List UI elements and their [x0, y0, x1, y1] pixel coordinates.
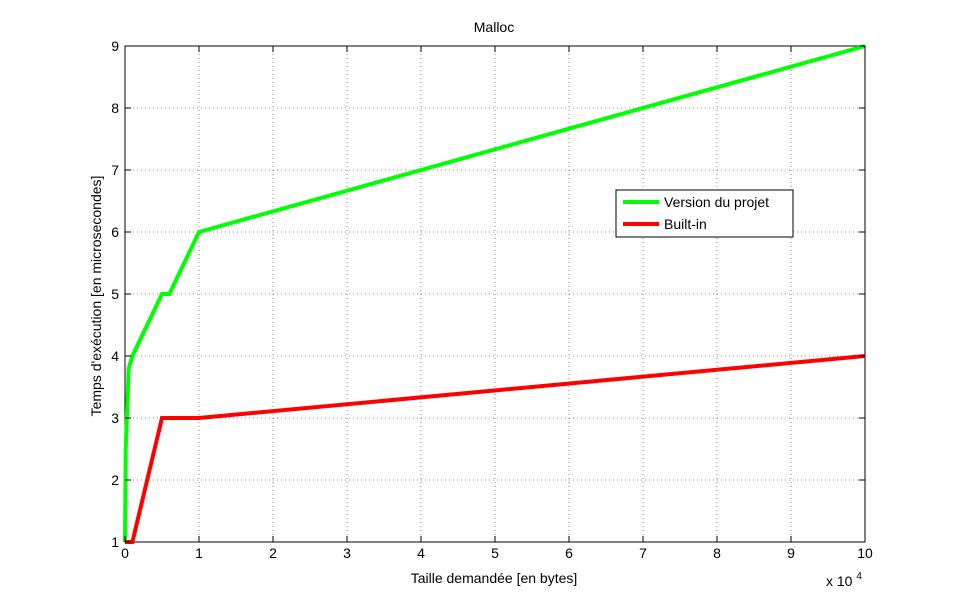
x-tick-label: 3: [343, 545, 351, 561]
y-tick-label: 6: [111, 224, 119, 240]
series-line-version-du-projet: [123, 44, 866, 543]
x-tick-label: 1: [195, 545, 203, 561]
x-tick-label: 2: [269, 545, 277, 561]
x-tick-label: 10: [857, 545, 873, 561]
legend: Version du projet Built-in: [615, 189, 794, 238]
legend-label-built-in: Built-in: [664, 216, 707, 232]
x-axis-label: Taille demandée [en bytes]: [411, 570, 578, 586]
x-tick-label: 0: [121, 545, 129, 561]
x-tick-label: 4: [417, 545, 425, 561]
chart-title: Malloc: [474, 19, 514, 35]
y-tick-label: 3: [111, 410, 119, 426]
x-tick-label: 6: [565, 545, 573, 561]
x-axis-multiplier-exponent: 4: [856, 571, 862, 582]
legend-label-version-du-projet: Version du projet: [664, 194, 769, 210]
x-tick-label: 9: [787, 545, 795, 561]
y-tick-label: 1: [111, 534, 119, 550]
x-tick-label: 5: [491, 545, 499, 561]
y-tick-label: 4: [111, 348, 119, 364]
legend-box: [615, 189, 794, 238]
x-tick-label: 7: [639, 545, 647, 561]
y-axis-label: Temps d'exécution [en microsecondes]: [88, 176, 104, 417]
x-tick-label: 8: [713, 545, 721, 561]
y-tick-label: 7: [111, 162, 119, 178]
y-tick-label: 2: [111, 472, 119, 488]
y-tick-label: 5: [111, 286, 119, 302]
y-tick-label: 9: [111, 38, 119, 54]
y-tick-label: 8: [111, 100, 119, 116]
grid-lines: [125, 46, 865, 542]
x-axis-multiplier: x 10 4: [826, 571, 862, 589]
x-axis-multiplier-base: x 10: [826, 573, 853, 589]
